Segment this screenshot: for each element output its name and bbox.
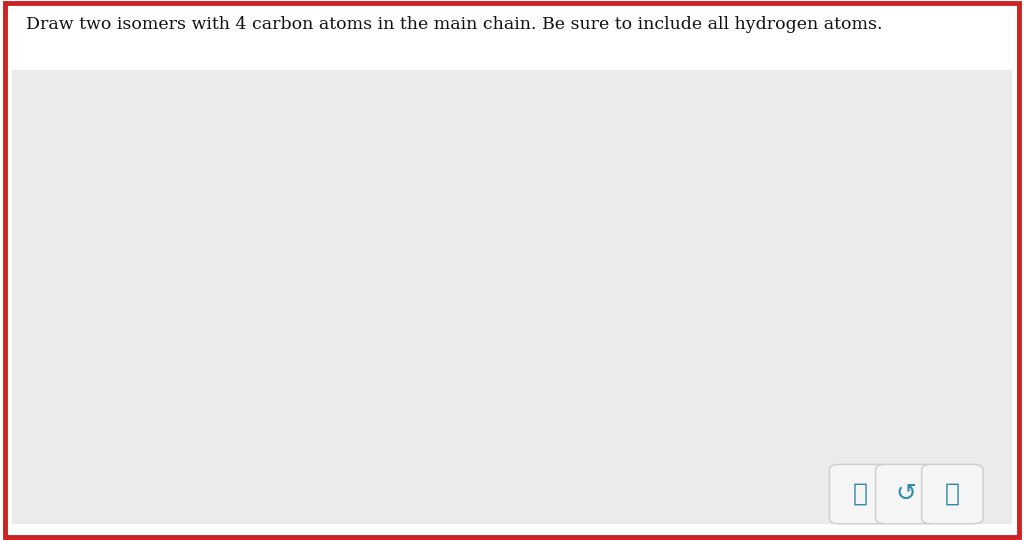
Text: 🔍: 🔍 [853,482,867,506]
Text: ↺: ↺ [896,482,916,506]
Text: H₃C: H₃C [312,284,347,301]
Text: CH₃: CH₃ [543,193,578,210]
Text: C: C [554,284,566,301]
Text: CH₃: CH₃ [446,193,481,210]
Text: 🔎: 🔎 [945,482,959,506]
Text: C: C [458,284,470,301]
Text: H: H [457,343,472,360]
Text: H: H [552,343,567,360]
Text: CH₃: CH₃ [682,284,717,301]
Text: Draw two isomers with 4 carbon atoms in the main chain. Be sure to include all h: Draw two isomers with 4 carbon atoms in … [26,16,882,33]
